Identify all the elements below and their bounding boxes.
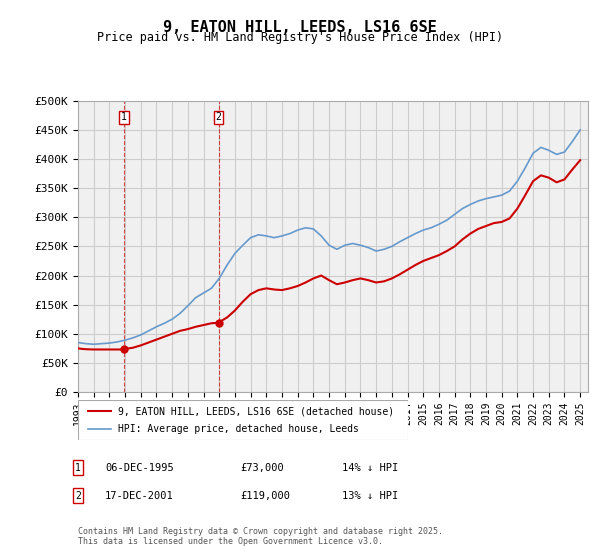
FancyBboxPatch shape	[78, 400, 408, 440]
Text: 13% ↓ HPI: 13% ↓ HPI	[342, 491, 398, 501]
Text: HPI: Average price, detached house, Leeds: HPI: Average price, detached house, Leed…	[118, 423, 358, 433]
Text: 1: 1	[75, 463, 81, 473]
Text: 17-DEC-2001: 17-DEC-2001	[105, 491, 174, 501]
Text: 2: 2	[215, 113, 221, 123]
Text: Price paid vs. HM Land Registry's House Price Index (HPI): Price paid vs. HM Land Registry's House …	[97, 31, 503, 44]
Text: 9, EATON HILL, LEEDS, LS16 6SE: 9, EATON HILL, LEEDS, LS16 6SE	[163, 20, 437, 35]
Text: 14% ↓ HPI: 14% ↓ HPI	[342, 463, 398, 473]
Text: Contains HM Land Registry data © Crown copyright and database right 2025.
This d: Contains HM Land Registry data © Crown c…	[78, 526, 443, 546]
Text: 9, EATON HILL, LEEDS, LS16 6SE (detached house): 9, EATON HILL, LEEDS, LS16 6SE (detached…	[118, 407, 394, 417]
Text: 1: 1	[121, 113, 127, 123]
Text: 2: 2	[75, 491, 81, 501]
Text: 06-DEC-1995: 06-DEC-1995	[105, 463, 174, 473]
Text: £73,000: £73,000	[240, 463, 284, 473]
Text: £119,000: £119,000	[240, 491, 290, 501]
